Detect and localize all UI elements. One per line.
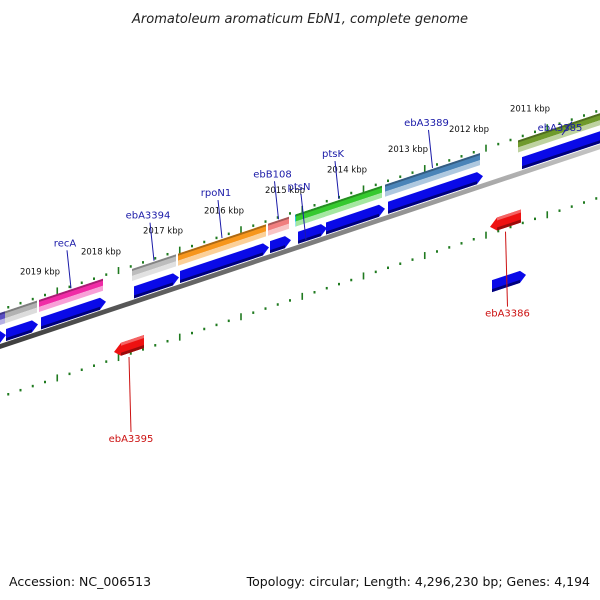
cds-arrow[interactable] — [134, 273, 179, 299]
kbp-label: 2013 kbp — [388, 145, 428, 155]
cds-arrow[interactable] — [41, 297, 106, 330]
gene-shadow — [296, 192, 382, 227]
leader-line — [300, 193, 307, 241]
leader-line — [128, 357, 132, 433]
gene-label[interactable]: ebA3389 — [404, 118, 449, 129]
gene-label[interactable]: ebB108 — [253, 169, 291, 180]
cds-arrow[interactable] — [388, 172, 483, 214]
gene-ptsK[interactable] — [296, 185, 382, 227]
cds-arrow-shade — [326, 213, 379, 235]
leader-line — [428, 129, 433, 169]
kbp-label: 2014 kbp — [327, 165, 367, 175]
leader-line — [561, 121, 573, 136]
cds-arrow[interactable] — [270, 236, 291, 254]
gene-top-edge — [178, 224, 266, 256]
gene-shadow — [39, 285, 103, 313]
kbp-labels: 2019 kbp 2018 kbp 2017 kbp 2016 kbp 2015 kbp… — [20, 105, 550, 278]
gene-shadow — [268, 223, 289, 236]
leader-line — [66, 250, 72, 289]
kbp-label: 2017 kbp — [143, 227, 183, 237]
gene-top-edge — [0, 311, 5, 315]
gene-label[interactable]: rpoN1 — [201, 188, 231, 199]
kbp-label: 2012 kbp — [449, 125, 489, 135]
gene-shadow — [178, 231, 266, 266]
gene-label[interactable]: recA — [54, 238, 77, 249]
gene-unnamed[interactable] — [0, 311, 5, 328]
cds-arrow[interactable] — [180, 243, 269, 284]
gene-shadow — [0, 318, 5, 325]
gene-shadow — [5, 307, 37, 324]
cds-arrow-shade — [522, 140, 600, 170]
kbp-label: 2019 kbp — [20, 268, 60, 278]
gene-label[interactable]: ebA3385 — [538, 123, 583, 134]
cds-arrow-shade — [134, 282, 173, 299]
gene-label[interactable]: ebA3394 — [126, 211, 171, 222]
leader-line — [334, 161, 340, 200]
gene-recA[interactable] — [39, 278, 103, 313]
gene-unnamed[interactable] — [5, 300, 37, 324]
gene-top-edge — [132, 254, 176, 272]
gene-highlight — [121, 335, 144, 346]
cds-arrow[interactable] — [522, 130, 600, 170]
gene-ebA3386[interactable] — [490, 209, 521, 231]
cds-arrow[interactable] — [298, 224, 327, 244]
gene-label[interactable]: ebA3395 — [109, 434, 154, 445]
cds-arrow-shade — [180, 252, 263, 284]
cds-arrow[interactable] — [0, 331, 6, 346]
gene-track — [0, 110, 600, 356]
gene-shadow — [132, 261, 176, 282]
gene-label[interactable]: ptsN — [288, 182, 311, 193]
leader-line — [274, 181, 279, 220]
leader-line — [217, 200, 223, 239]
cds-arrow-shade — [6, 329, 32, 342]
gene-shadow — [518, 120, 600, 153]
cds-arrow-shade — [492, 279, 520, 293]
gene-labels: recA ebA3394 rpoN1 ebB108 ptsN ptsK ebA3389 ebA… — [54, 118, 583, 445]
gene-label[interactable]: ebA3386 — [485, 309, 530, 320]
leader-line — [505, 231, 508, 307]
kbp-label: 2016 kbp — [204, 206, 244, 216]
cds-track — [0, 130, 600, 346]
gene-label[interactable]: ptsK — [322, 149, 344, 160]
cds-arrow-body — [0, 331, 6, 343]
gene-shadow — [385, 160, 480, 197]
gene-shade — [121, 345, 144, 356]
cds-arrow[interactable] — [492, 270, 526, 293]
cds-arrow-shade — [388, 181, 477, 214]
genome-backbone — [0, 144, 600, 350]
kbp-label: 2018 kbp — [81, 247, 121, 257]
gene-shade — [497, 219, 521, 231]
gene-ebA3385[interactable] — [518, 110, 600, 153]
map-title: Aromatoleum aromaticum EbN1, complete ge… — [131, 12, 468, 27]
gene-rpoN1[interactable] — [178, 224, 266, 266]
cds-arrow-shade — [270, 245, 285, 254]
gene-top-edge — [518, 113, 600, 143]
leader-line — [149, 222, 155, 261]
gene-ebA3389[interactable] — [385, 153, 480, 197]
gene-top-edge — [296, 185, 382, 217]
accession-text: Accession: NC_006513 — [9, 574, 151, 589]
gene-highlight — [497, 209, 521, 221]
gene-top-edge — [268, 216, 289, 226]
genome-summary-text: Topology: circular; Length: 4,296,230 bp… — [246, 574, 590, 589]
kbp-label: 2015 kbp — [265, 186, 305, 196]
gene-ebA3395[interactable] — [114, 335, 144, 356]
cds-arrow-shade — [298, 233, 321, 244]
kbp-label: 2011 kbp — [510, 105, 550, 115]
cds-arrow[interactable] — [326, 204, 385, 235]
gene-top-edge — [5, 300, 37, 314]
gene-ebB108[interactable] — [268, 216, 289, 236]
gene-top-edge — [385, 153, 480, 187]
cds-arrow-shade — [41, 306, 100, 330]
cds-arrow[interactable] — [6, 320, 38, 342]
gene-top-edge — [39, 278, 103, 303]
gene-ebA3394[interactable] — [132, 254, 176, 282]
backbone-line — [0, 144, 600, 350]
reverse-scale-ticks — [7, 197, 598, 396]
